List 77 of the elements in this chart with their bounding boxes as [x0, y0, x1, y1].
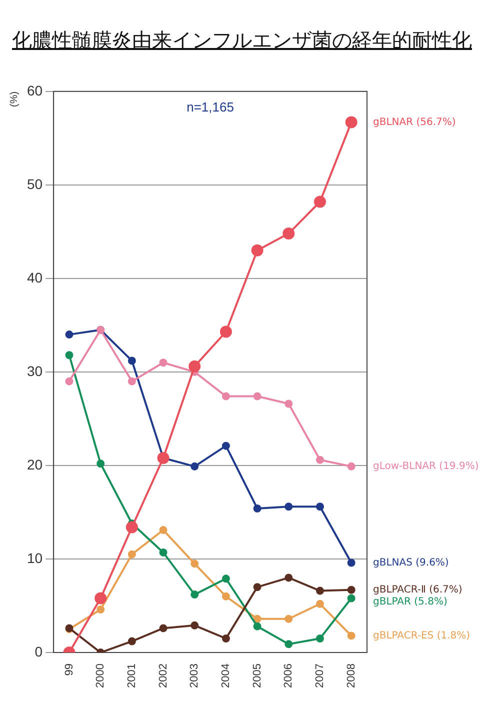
series-label: gBLPAR (5.8%) [373, 596, 448, 608]
point [222, 392, 230, 400]
point [347, 594, 356, 602]
x-tick-label: 2004 [220, 664, 232, 688]
point [188, 360, 201, 372]
y-axis-title: (%) [8, 91, 20, 107]
point [65, 330, 74, 339]
point [316, 502, 324, 511]
point [96, 606, 105, 614]
point [251, 244, 264, 256]
point [347, 558, 356, 567]
point [159, 624, 168, 632]
y-tick-label: 40 [26, 269, 43, 286]
x-tick-label: 2001 [126, 664, 138, 688]
x-tick-label: 2005 [251, 664, 264, 688]
point [282, 228, 295, 240]
y-tick-label: 50 [26, 176, 43, 192]
point [128, 377, 136, 386]
series-label: gBLNAS (9.6%) [373, 557, 449, 568]
y-tick-label: 0 [34, 643, 43, 660]
point [347, 586, 356, 594]
x-tick-label: 2008 [345, 664, 358, 688]
point [222, 592, 230, 600]
point [65, 377, 74, 386]
point [284, 640, 293, 648]
series-label: gBLPACR-Ⅱ (6.7%) [373, 584, 462, 596]
series-label: gBLNAR (56.7%) [373, 116, 456, 128]
point [284, 502, 293, 511]
point [222, 442, 230, 450]
chart-title: 化膿性髄膜炎由来インフルエンザ菌の経年的耐性化 [12, 27, 472, 54]
point [316, 634, 324, 642]
point [347, 632, 356, 640]
point [126, 521, 138, 534]
x-tick-label: 2003 [188, 664, 201, 688]
point [157, 452, 170, 464]
y-tick-label: 20 [26, 456, 43, 472]
series-label: gLow-BLNAR (19.9%) [373, 461, 479, 472]
x-tick-label: 2006 [282, 664, 295, 688]
point [253, 622, 262, 630]
y-tick-label: 30 [26, 362, 43, 379]
point [284, 400, 293, 408]
point [128, 356, 136, 365]
point [128, 550, 136, 558]
point [253, 392, 262, 400]
point [190, 621, 199, 630]
point [190, 560, 199, 568]
point [253, 583, 262, 592]
point [222, 634, 230, 642]
point [96, 460, 105, 468]
point [65, 351, 74, 360]
point [159, 548, 168, 556]
point [314, 196, 326, 208]
annotation: n=1,165 [186, 99, 234, 114]
point [316, 586, 324, 595]
point [220, 326, 232, 338]
x-tick-label: 2002 [157, 664, 170, 688]
x-tick-label: 99 [63, 664, 76, 676]
x-tick-label: 2000 [94, 664, 107, 688]
point [190, 590, 199, 599]
point [128, 637, 136, 646]
point [347, 462, 356, 470]
y-tick-label: 10 [26, 550, 43, 566]
point [316, 456, 324, 464]
point [159, 358, 168, 367]
point [253, 614, 262, 623]
point [284, 574, 293, 582]
point [94, 592, 107, 604]
y-tick-label: 60 [26, 82, 43, 98]
point [190, 462, 199, 470]
point [159, 526, 168, 534]
point [316, 600, 324, 608]
x-tick-label: 2007 [314, 664, 326, 688]
point [253, 504, 262, 513]
point [345, 116, 358, 128]
point [222, 574, 230, 583]
point [284, 614, 293, 623]
series-label: gBLPACR-ES (1.8%) [373, 630, 470, 642]
